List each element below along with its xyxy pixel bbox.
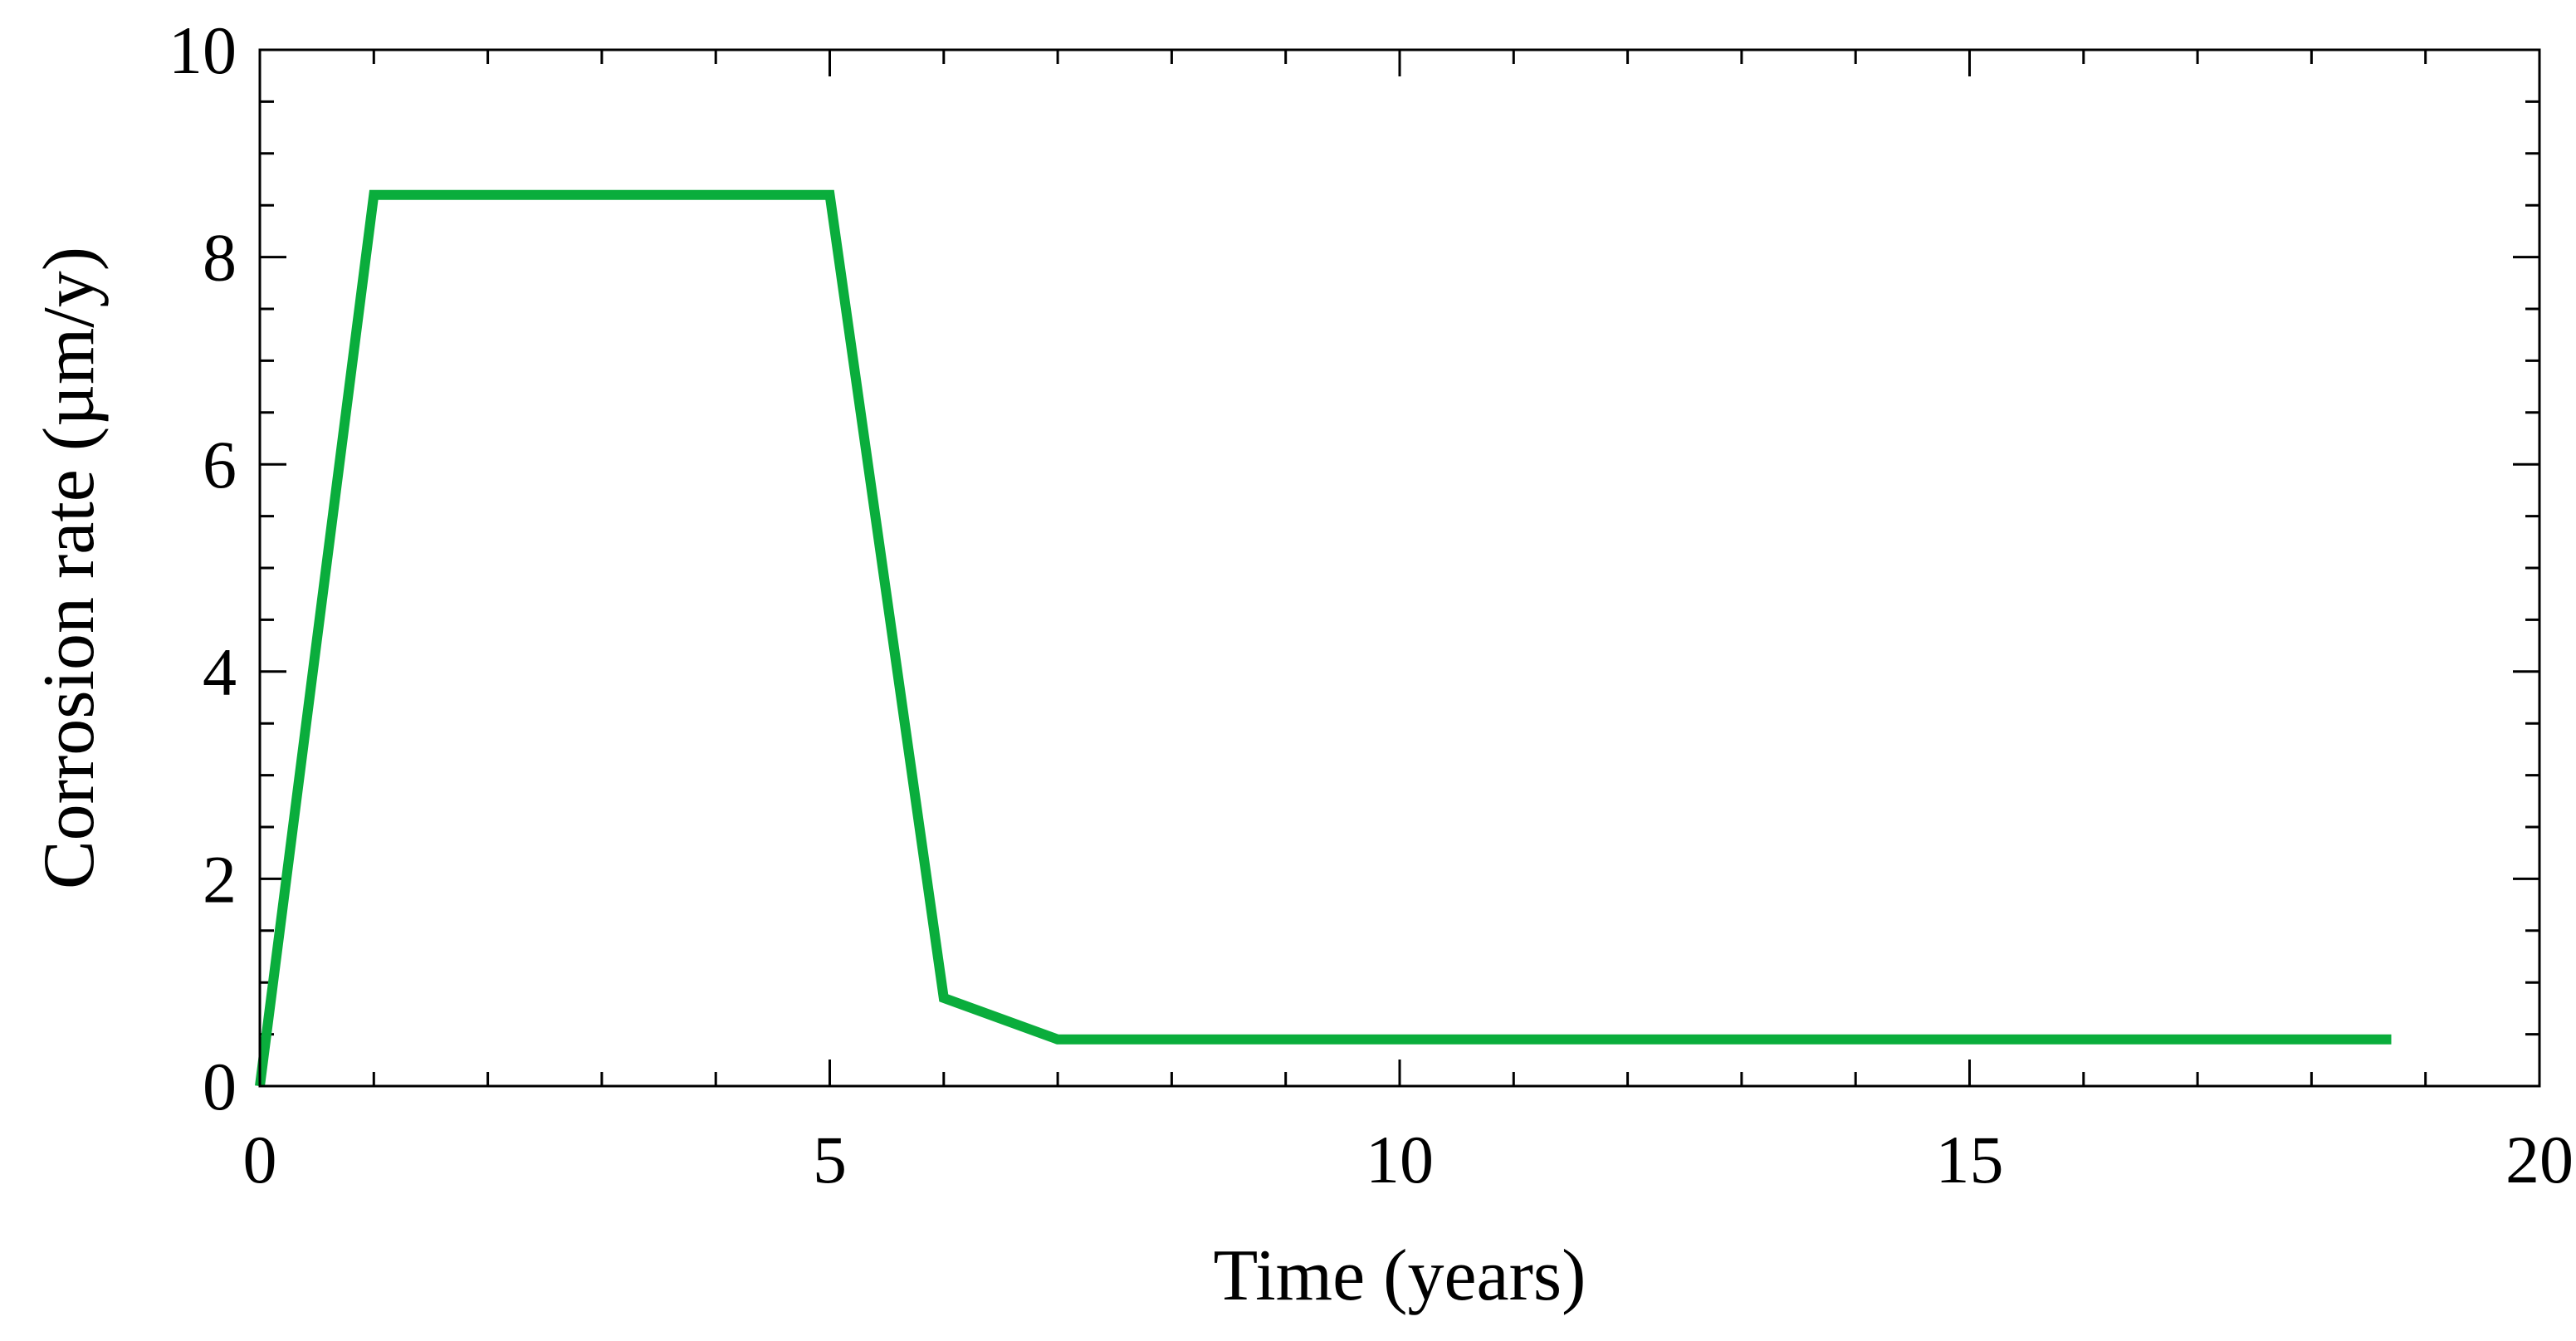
x-tick-label: 10 bbox=[1366, 1122, 1434, 1197]
x-tick-label: 15 bbox=[1936, 1122, 2004, 1197]
labels-layer: 0 5 10 15 20 0 2 4 6 8 10 bbox=[169, 12, 2574, 1197]
x-axis-title: Time (years) bbox=[1214, 1236, 1586, 1316]
series-line bbox=[255, 189, 2392, 1087]
y-tick-label: 4 bbox=[203, 634, 237, 710]
x-tick-label: 0 bbox=[243, 1122, 277, 1197]
x-tick-label: 20 bbox=[2505, 1122, 2574, 1197]
plot-frame bbox=[258, 48, 2541, 1088]
y-tick-label: 10 bbox=[169, 12, 237, 88]
ticks-layer bbox=[258, 48, 2541, 1088]
y-tick-label: 8 bbox=[203, 220, 237, 296]
series-layer bbox=[255, 189, 2392, 1087]
x-tick-label: 5 bbox=[813, 1122, 847, 1197]
y-tick-label: 0 bbox=[203, 1049, 237, 1124]
y-tick-label: 2 bbox=[203, 841, 237, 917]
y-tick-label: 6 bbox=[203, 427, 237, 502]
y-axis-title: Corrosion rate (µm/y) bbox=[29, 247, 110, 889]
